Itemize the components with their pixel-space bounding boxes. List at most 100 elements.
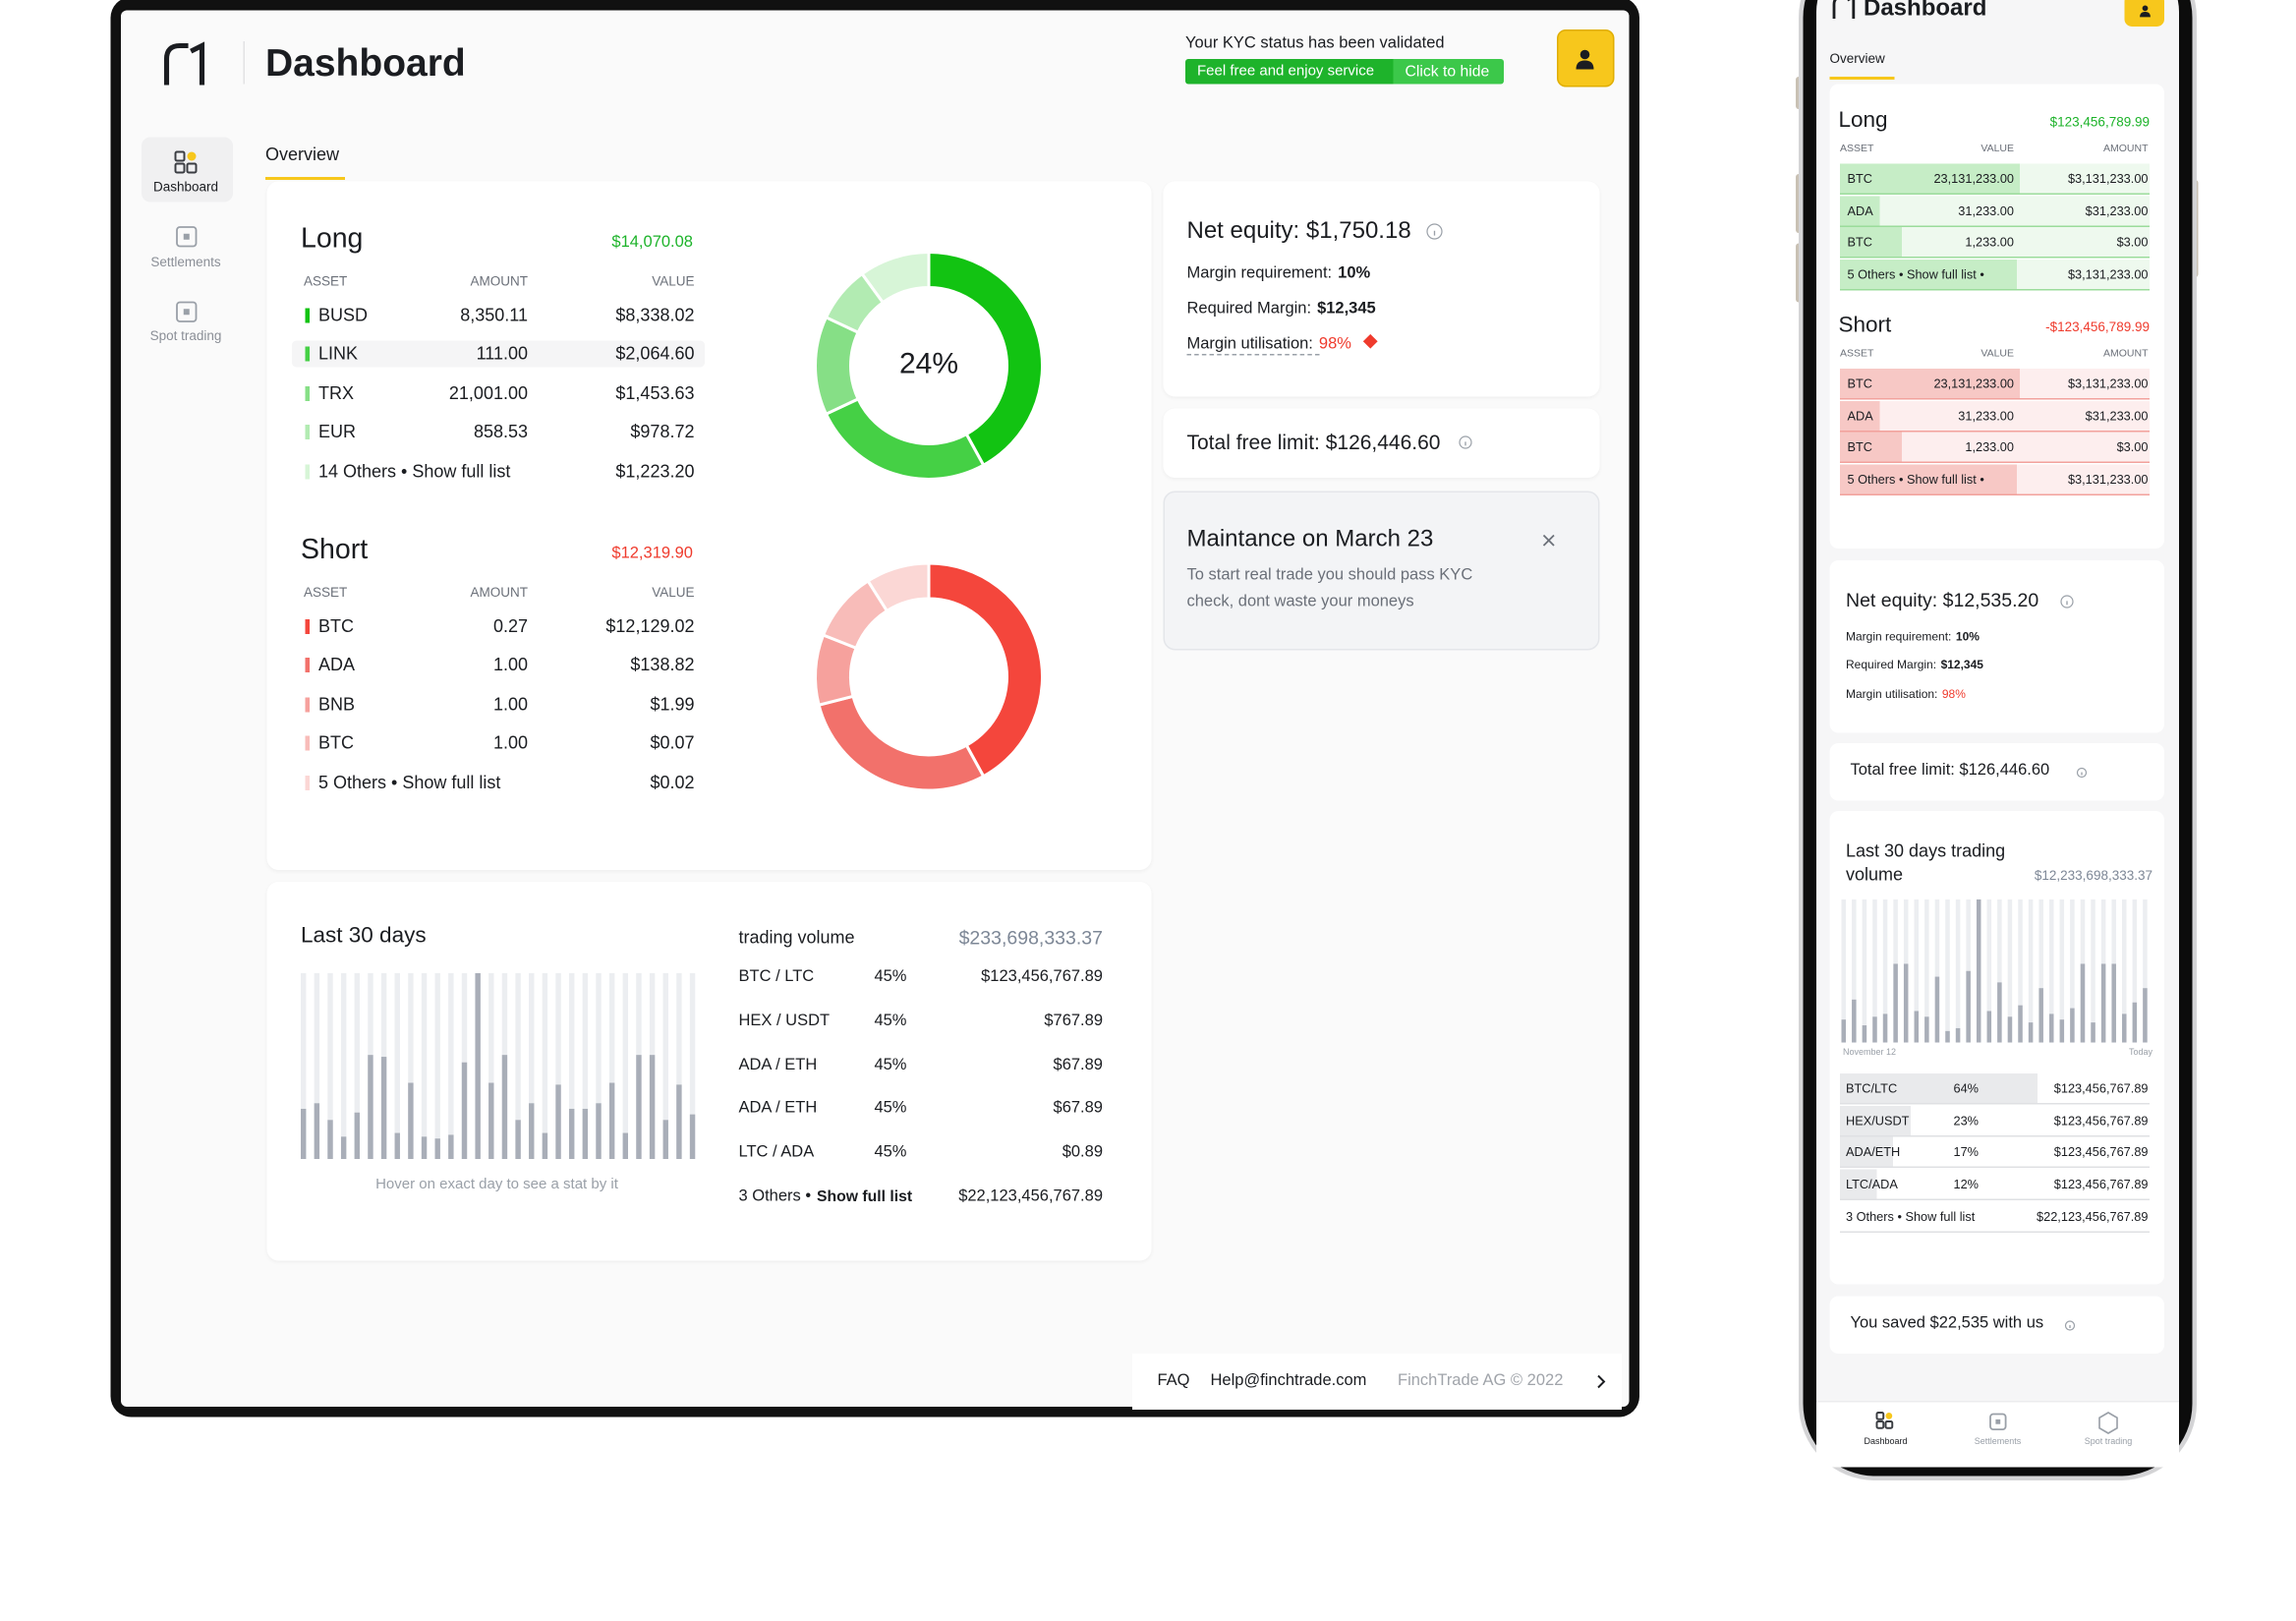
pair-value: $22,123,456,767.89 xyxy=(958,1187,1103,1206)
bar-track xyxy=(2028,899,2034,1043)
sidebar-item[interactable]: Spot trading xyxy=(149,327,222,343)
free-limit-card xyxy=(1829,743,2164,801)
others-link[interactable]: 3 Others • Show full list xyxy=(1846,1208,1976,1224)
share-bar xyxy=(1840,400,1880,431)
nav-icon xyxy=(186,162,198,174)
volume-total: $12,233,698,333.37 xyxy=(2034,867,2152,883)
bar xyxy=(2049,1013,2054,1043)
bar-track xyxy=(2038,899,2043,1043)
bar xyxy=(1882,1013,1888,1043)
page-title: Dashboard xyxy=(1864,0,1987,22)
asset-value: $1,223.20 xyxy=(615,460,695,482)
pair-share: 45% xyxy=(874,1099,907,1118)
volume-card xyxy=(266,882,1152,1261)
asset-amount: $3,131,233.00 xyxy=(2067,170,2149,186)
bar xyxy=(1997,982,2002,1043)
pair: LTC/ADA xyxy=(1846,1176,1898,1191)
bar xyxy=(340,1136,347,1159)
row-border xyxy=(1840,1166,2150,1169)
tab[interactable]: Overview xyxy=(1829,50,1885,66)
bar-track xyxy=(314,973,320,1159)
nav-icon xyxy=(187,151,197,161)
bar-track xyxy=(622,973,628,1159)
asset-marker xyxy=(305,697,310,713)
asset-name: BTC xyxy=(318,615,354,637)
tab[interactable]: Overview xyxy=(265,144,340,165)
section-title: Short xyxy=(1838,313,1892,338)
bar-track xyxy=(340,973,347,1159)
bar xyxy=(488,1082,494,1159)
others-link[interactable]: 5 Others • Show full list xyxy=(318,772,501,793)
bar-track xyxy=(434,973,440,1159)
column-header: VALUE xyxy=(652,273,695,289)
row-border xyxy=(1840,1198,2150,1200)
others-link[interactable]: 5 Others • Show full list • xyxy=(1847,266,1984,282)
asset-marker xyxy=(305,385,310,401)
bar-track xyxy=(1882,899,1888,1043)
sidebar-item[interactable]: Settlements xyxy=(150,254,221,269)
bar xyxy=(1852,999,1857,1043)
bar-track xyxy=(2059,899,2065,1043)
metric-label: Margin requirement: xyxy=(1186,264,1333,283)
pair-value: $767.89 xyxy=(1044,1012,1103,1030)
bar xyxy=(515,1120,521,1159)
kyc-hide[interactable]: Click to hide xyxy=(1405,63,1490,82)
bar xyxy=(461,1062,468,1159)
tab-underline xyxy=(265,177,345,180)
bar-track xyxy=(529,973,535,1159)
donut-segment xyxy=(817,694,986,792)
asset-amount: $31,233.00 xyxy=(2085,203,2149,218)
others-link[interactable]: 14 Others • Show full list xyxy=(318,460,511,482)
nav-item[interactable]: Spot trading xyxy=(2084,1438,2133,1448)
metric-value: $12,345 xyxy=(1317,300,1376,318)
kyc-banner xyxy=(1185,59,1394,85)
bar-track xyxy=(608,973,615,1159)
bar-track xyxy=(2070,899,2075,1043)
nav-item[interactable]: Dashboard xyxy=(1864,1438,1908,1448)
pair: BTC / LTC xyxy=(738,967,815,986)
share-bar xyxy=(1840,259,2017,289)
bar-track xyxy=(1852,899,1857,1043)
section-title: Last 30 days xyxy=(301,923,427,949)
kyc-hide-button[interactable] xyxy=(1393,59,1504,85)
footer-link[interactable]: Help@finchtrade.com xyxy=(1210,1371,1367,1390)
bar xyxy=(569,1108,575,1159)
sidebar-item[interactable]: Dashboard xyxy=(152,179,219,195)
asset-amount: 858.53 xyxy=(473,421,528,442)
row-background xyxy=(1840,195,2150,225)
metric: Required Margin: $12,345 xyxy=(1187,293,1376,321)
bar xyxy=(301,1108,307,1159)
volume-card xyxy=(1829,811,2164,1285)
asset-value: $1,453.63 xyxy=(615,382,695,404)
metric-value: 10% xyxy=(1338,264,1371,283)
asset-name: BTC xyxy=(1847,439,1873,455)
bar-track xyxy=(542,973,548,1159)
avatar-icon xyxy=(2142,5,2149,12)
asset-name: BTC xyxy=(1847,234,1873,250)
metric: Margin utilisation: 98% xyxy=(1187,328,1351,357)
footer-link[interactable]: FAQ xyxy=(1157,1371,1190,1390)
footer xyxy=(1132,1354,1622,1410)
asset-value: 1,233.00 xyxy=(1965,439,2014,455)
nav-item[interactable]: Settlements xyxy=(1974,1438,2022,1448)
metric-label: Margin requirement: xyxy=(1846,630,1952,644)
bar xyxy=(662,1120,668,1159)
pair-value: $123,456,767.89 xyxy=(2053,1112,2149,1128)
divider xyxy=(243,41,245,85)
bar-track xyxy=(448,973,454,1159)
asset-name: BUSD xyxy=(318,305,369,326)
bar xyxy=(582,1108,589,1159)
column-header: VALUE xyxy=(1980,144,2014,155)
others-link[interactable]: 5 Others • Show full list • xyxy=(1847,471,1984,487)
bar xyxy=(1893,963,1898,1043)
bar-track xyxy=(301,973,307,1159)
asset-marker xyxy=(305,658,310,673)
pair: ADA / ETH xyxy=(738,1056,818,1073)
asset-name: BTC xyxy=(1847,170,1873,186)
others-label: 3 Others • xyxy=(738,1187,812,1206)
section-title: Last 30 days trading volume xyxy=(1846,840,2006,885)
others-link[interactable]: Show full list xyxy=(817,1187,913,1206)
bar-track xyxy=(394,973,400,1159)
share-bar xyxy=(1840,1073,2038,1103)
